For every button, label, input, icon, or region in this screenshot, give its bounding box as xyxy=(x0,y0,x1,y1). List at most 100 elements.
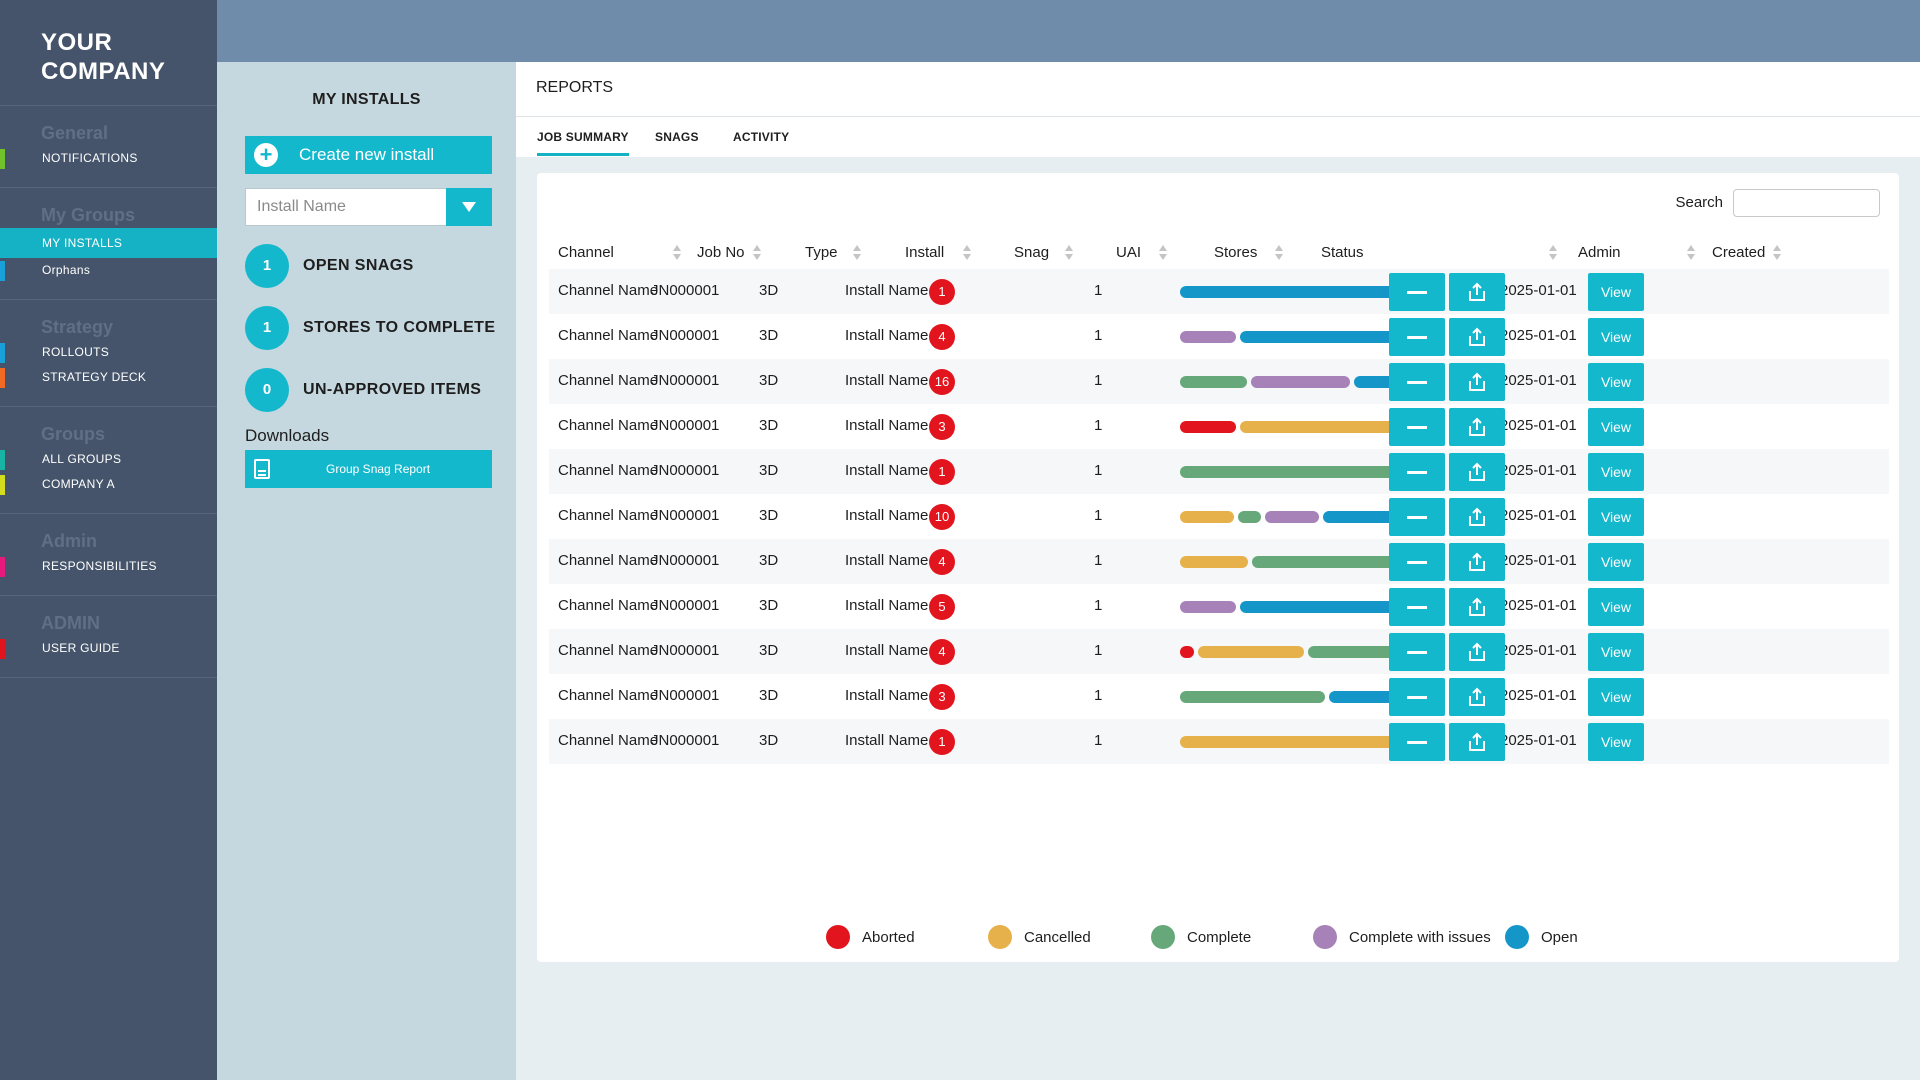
nav-group-heading[interactable]: General xyxy=(41,123,109,143)
view-button[interactable]: View xyxy=(1588,543,1644,581)
upload-icon[interactable] xyxy=(1449,318,1505,356)
table-row[interactable]: Channel Name JN000001 3D Install Name 1 2025-… xyxy=(549,314,1889,359)
upload-icon[interactable] xyxy=(1449,363,1505,401)
upload-icon[interactable] xyxy=(1449,543,1505,581)
table-row[interactable]: Channel Name JN000001 3D Install Name 1 2025-… xyxy=(549,539,1889,584)
column-header-uai[interactable]: UAI xyxy=(1116,244,1142,261)
snag-count-badge[interactable]: 4 xyxy=(929,324,955,350)
sort-icon[interactable] xyxy=(963,243,973,263)
view-button[interactable]: View xyxy=(1588,453,1644,491)
column-header-stores[interactable]: Stores xyxy=(1214,244,1258,261)
snag-count-badge[interactable]: 10 xyxy=(929,504,955,530)
upload-icon[interactable] xyxy=(1449,588,1505,626)
sidebar-item-all-groups[interactable]: ALL GROUPS xyxy=(0,447,217,472)
column-header-admin[interactable]: Admin xyxy=(1578,244,1621,261)
minus-icon[interactable] xyxy=(1389,723,1445,761)
upload-icon[interactable] xyxy=(1449,453,1505,491)
upload-icon[interactable] xyxy=(1449,633,1505,671)
snag-count-badge[interactable]: 1 xyxy=(929,279,955,305)
snag-count-badge[interactable]: 4 xyxy=(929,549,955,575)
table-row[interactable]: Channel Name JN000001 3D Install Name 1 2025-… xyxy=(549,269,1889,314)
sort-icon[interactable] xyxy=(1549,243,1559,263)
minus-icon[interactable] xyxy=(1389,543,1445,581)
search-input[interactable] xyxy=(1733,189,1880,217)
view-button[interactable]: View xyxy=(1588,498,1644,536)
nav-group-heading[interactable]: Strategy xyxy=(41,317,114,337)
view-button[interactable]: View xyxy=(1588,363,1644,401)
sidebar-item-user-guide[interactable]: USER GUIDE xyxy=(0,636,217,661)
nav-group-heading[interactable]: ADMIN xyxy=(41,613,100,633)
view-button[interactable]: View xyxy=(1588,633,1644,671)
view-button[interactable]: View xyxy=(1588,678,1644,716)
minus-icon[interactable] xyxy=(1389,678,1445,716)
snag-count-badge[interactable]: 3 xyxy=(929,414,955,440)
snag-count-badge[interactable]: 4 xyxy=(929,639,955,665)
column-header-created[interactable]: Created xyxy=(1712,244,1766,261)
column-header-type[interactable]: Type xyxy=(805,244,838,261)
upload-icon[interactable] xyxy=(1449,498,1505,536)
sidebar-item-orphans[interactable]: Orphans xyxy=(0,258,217,283)
chevron-down-icon[interactable] xyxy=(446,188,492,226)
minus-icon[interactable] xyxy=(1389,318,1445,356)
sidebar-item-my-installs[interactable]: MY INSTALLS xyxy=(0,228,243,258)
table-row[interactable]: Channel Name JN000001 3D Install Name 1 2025-… xyxy=(549,629,1889,674)
snag-count-badge[interactable]: 3 xyxy=(929,684,955,710)
unapproved-items-stat[interactable]: 0 UN-APPROVED ITEMS xyxy=(245,368,481,412)
minus-icon[interactable] xyxy=(1389,453,1445,491)
sidebar-item-notifications[interactable]: NOTIFICATIONS xyxy=(0,146,217,171)
column-header-channel[interactable]: Channel xyxy=(558,244,614,261)
group-snag-report-button[interactable]: Group Snag Report xyxy=(245,450,492,488)
view-button[interactable]: View xyxy=(1588,588,1644,626)
company-logo[interactable]: YOUR COMPANY xyxy=(0,0,217,106)
table-row[interactable]: Channel Name JN000001 3D Install Name 1 2025-… xyxy=(549,719,1889,764)
upload-icon[interactable] xyxy=(1449,723,1505,761)
install-name-select[interactable]: Install Name xyxy=(245,188,492,226)
sidebar-item-strategy-deck[interactable]: STRATEGY DECK xyxy=(0,365,217,390)
snag-count-badge[interactable]: 16 xyxy=(929,369,955,395)
table-row[interactable]: Channel Name JN000001 3D Install Name 1 2025-… xyxy=(549,404,1889,449)
view-button[interactable]: View xyxy=(1588,318,1644,356)
sort-icon[interactable] xyxy=(1065,243,1075,263)
view-button[interactable]: View xyxy=(1588,408,1644,446)
view-button[interactable]: View xyxy=(1588,273,1644,311)
upload-icon[interactable] xyxy=(1449,273,1505,311)
table-row[interactable]: Channel Name JN000001 3D Install Name 1 2025-… xyxy=(549,449,1889,494)
sort-icon[interactable] xyxy=(1159,243,1169,263)
snag-count-badge[interactable]: 1 xyxy=(929,729,955,755)
sort-icon[interactable] xyxy=(1773,243,1783,263)
minus-icon[interactable] xyxy=(1389,498,1445,536)
sort-icon[interactable] xyxy=(853,243,863,263)
tab-activity[interactable]: ACTIVITY xyxy=(733,130,790,144)
minus-icon[interactable] xyxy=(1389,363,1445,401)
nav-group-heading[interactable]: Admin xyxy=(41,531,97,551)
minus-icon[interactable] xyxy=(1389,273,1445,311)
stores-to-complete-stat[interactable]: 1 STORES TO COMPLETE xyxy=(245,306,495,350)
sidebar-item-company-a[interactable]: COMPANY A xyxy=(0,472,217,497)
column-header-status[interactable]: Status xyxy=(1321,244,1364,261)
minus-icon[interactable] xyxy=(1389,408,1445,446)
upload-icon[interactable] xyxy=(1449,678,1505,716)
nav-group-heading[interactable]: My Groups xyxy=(41,205,136,225)
view-button[interactable]: View xyxy=(1588,723,1644,761)
upload-icon[interactable] xyxy=(1449,408,1505,446)
sidebar-item-rollouts[interactable]: ROLLOUTS xyxy=(0,340,217,365)
table-row[interactable]: Channel Name JN000001 3D Install Name 1 2025-… xyxy=(549,584,1889,629)
sort-icon[interactable] xyxy=(1275,243,1285,263)
table-row[interactable]: Channel Name JN000001 3D Install Name 1 2025-… xyxy=(549,359,1889,404)
sidebar-item-responsibilities[interactable]: RESPONSIBILITIES xyxy=(0,554,217,579)
nav-group-heading[interactable]: Groups xyxy=(41,424,106,444)
column-header-snag[interactable]: Snag xyxy=(1014,244,1050,261)
table-row[interactable]: Channel Name JN000001 3D Install Name 1 2025-… xyxy=(549,674,1889,719)
column-header-install[interactable]: Install xyxy=(905,244,945,261)
minus-icon[interactable] xyxy=(1389,588,1445,626)
minus-icon[interactable] xyxy=(1389,633,1445,671)
table-row[interactable]: Channel Name JN000001 3D Install Name 1 2025-… xyxy=(549,494,1889,539)
snag-count-badge[interactable]: 1 xyxy=(929,459,955,485)
open-snags-stat[interactable]: 1 OPEN SNAGS xyxy=(245,244,414,288)
tab-snags[interactable]: SNAGS xyxy=(655,130,699,144)
sort-icon[interactable] xyxy=(753,243,763,263)
sort-icon[interactable] xyxy=(1687,243,1697,263)
snag-count-badge[interactable]: 5 xyxy=(929,594,955,620)
sort-icon[interactable] xyxy=(673,243,683,263)
tab-job-summary[interactable]: JOB SUMMARY xyxy=(537,130,629,156)
